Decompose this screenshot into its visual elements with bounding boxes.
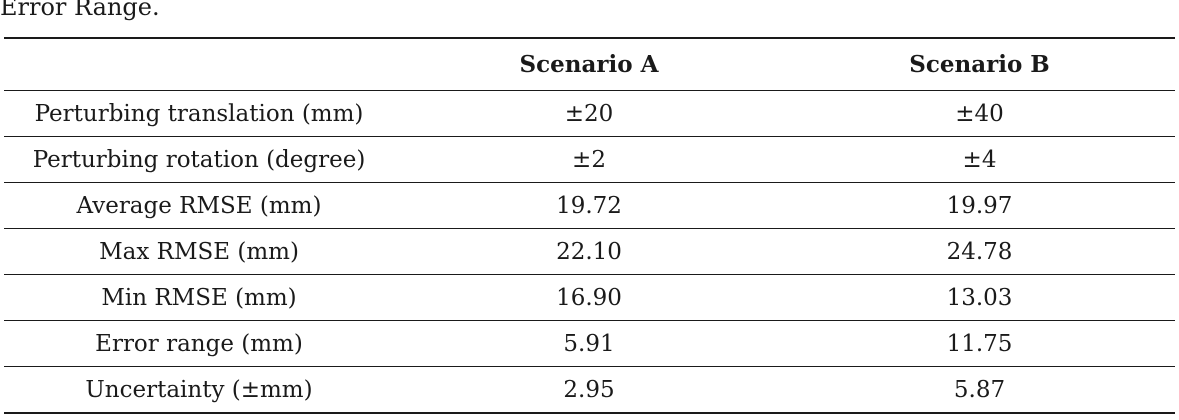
scenario-b-value: ±40 <box>784 90 1175 137</box>
scenario-a-value: ±20 <box>394 90 784 137</box>
table-row: Min RMSE (mm) 16.90 13.03 <box>4 274 1175 321</box>
results-table-container: Scenario A Scenario B Perturbing transla… <box>4 37 1175 414</box>
table-row: Perturbing translation (mm) ±20 ±40 <box>4 90 1175 137</box>
scenario-b-value: 24.78 <box>784 228 1175 275</box>
row-label: Max RMSE (mm) <box>4 228 394 275</box>
header-scenario-b: Scenario B <box>909 51 1050 78</box>
table-row: Uncertainty (±mm) 2.95 5.87 <box>4 366 1175 414</box>
scenario-b-value: 13.03 <box>784 274 1175 321</box>
scenario-a-value: 19.72 <box>394 182 784 229</box>
scenario-b-value: 19.97 <box>784 182 1175 229</box>
scenario-a-value: 2.95 <box>394 366 784 414</box>
scenario-a-value: ±2 <box>394 136 784 183</box>
table-row: Error range (mm) 5.91 11.75 <box>4 320 1175 367</box>
header-empty-cell <box>4 38 394 91</box>
scenario-b-value: 11.75 <box>784 320 1175 367</box>
results-table: Scenario A Scenario B Perturbing transla… <box>4 37 1175 414</box>
table-header-row: Scenario A Scenario B <box>4 38 1175 91</box>
table-caption-tail: Error Range. <box>0 0 160 21</box>
scenario-a-value: 16.90 <box>394 274 784 321</box>
scenario-a-value: 22.10 <box>394 228 784 275</box>
row-label: Perturbing translation (mm) <box>4 90 394 137</box>
row-label: Min RMSE (mm) <box>4 274 394 321</box>
row-label: Error range (mm) <box>4 320 394 367</box>
table-row: Perturbing rotation (degree) ±2 ±4 <box>4 136 1175 183</box>
header-scenario-a: Scenario A <box>519 51 659 78</box>
row-label: Uncertainty (±mm) <box>4 366 394 414</box>
scenario-b-value: 5.87 <box>784 366 1175 414</box>
row-label: Average RMSE (mm) <box>4 182 394 229</box>
table-row: Average RMSE (mm) 19.72 19.97 <box>4 182 1175 229</box>
scenario-b-value: ±4 <box>784 136 1175 183</box>
table-row: Max RMSE (mm) 22.10 24.78 <box>4 228 1175 275</box>
row-label: Perturbing rotation (degree) <box>4 136 394 183</box>
scenario-a-value: 5.91 <box>394 320 784 367</box>
